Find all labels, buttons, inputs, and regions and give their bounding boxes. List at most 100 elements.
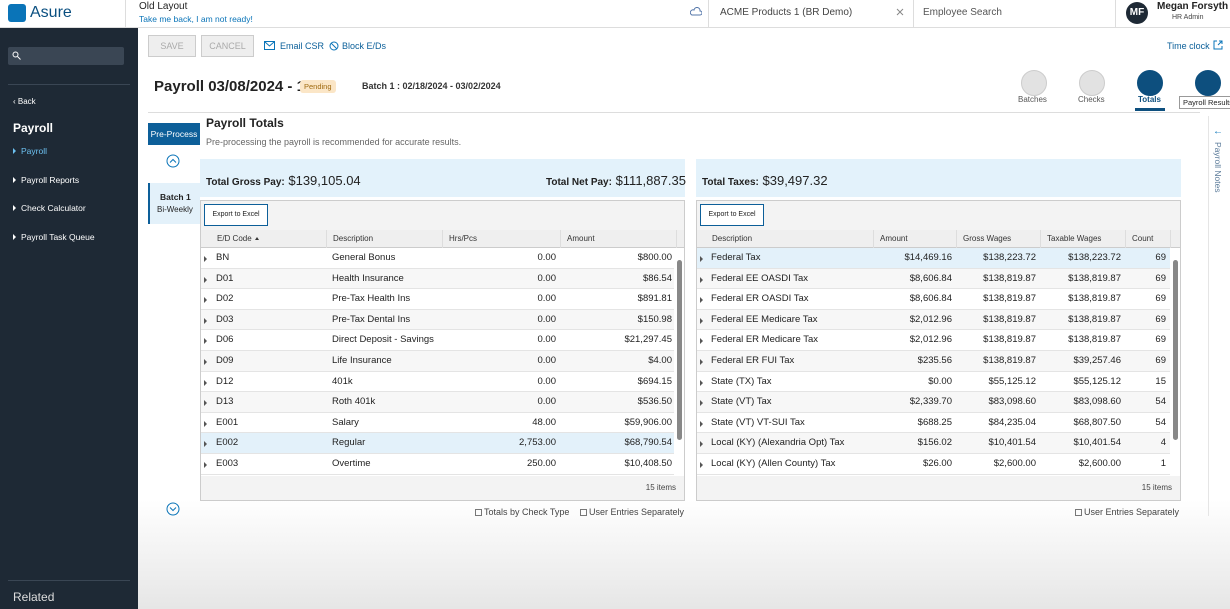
column-header[interactable]: Amount — [561, 230, 677, 248]
clear-icon[interactable] — [896, 8, 904, 16]
column-header[interactable]: Taxable Wages — [1041, 230, 1126, 248]
expander[interactable] — [700, 317, 703, 324]
table-row[interactable]: D03 Pre-Tax Dental Ins 0.00 $150.98 — [201, 309, 674, 331]
table-row[interactable]: Federal EE OASDI Tax $8,606.84 $138,819.87… — [697, 268, 1170, 290]
table-row[interactable]: Federal ER FUI Tax $235.56 $138,819.87 $39,… — [697, 351, 1170, 372]
expander[interactable] — [204, 379, 207, 386]
chevron — [13, 148, 16, 154]
table-row[interactable]: D06 Direct Deposit - Savings 0.00 $21,297.4… — [201, 330, 674, 351]
column-header[interactable]: E/D Code — [211, 230, 327, 248]
table-row[interactable]: Local (KY) (Alexandria Opt) Tax $156.02 $1… — [697, 433, 1170, 454]
expander[interactable] — [204, 400, 207, 407]
back-text: Back — [17, 97, 36, 106]
expander[interactable] — [700, 297, 703, 304]
table-row[interactable]: E003 Overtime 250.00 $10,408.50 — [201, 454, 674, 475]
take-back-link[interactable]: Take me back, I am not ready! — [139, 14, 253, 24]
nav-item[interactable]: Payroll Reports — [13, 175, 79, 185]
expander[interactable] — [700, 276, 703, 283]
avatar[interactable]: MF — [1126, 2, 1148, 24]
option[interactable]: User Entries Separately — [1075, 507, 1179, 517]
nav-item[interactable]: Payroll Task Queue — [13, 232, 95, 242]
expander[interactable] — [204, 441, 207, 448]
cancel-button[interactable]: CANCEL — [201, 35, 254, 57]
cell: 1 — [1160, 458, 1166, 469]
time-clock[interactable]: Time clock — [1167, 41, 1210, 51]
column-header[interactable]: Description — [706, 230, 874, 248]
expander[interactable] — [204, 256, 207, 262]
table-row[interactable]: D02 Pre-Tax Health Ins 0.00 $891.81 — [201, 289, 674, 310]
table-row[interactable]: State (TX) Tax $0.00 $55,125.12 $55,125.12 1… — [697, 371, 1170, 393]
column-header[interactable]: Gross Wages — [957, 230, 1041, 248]
tab-label[interactable]: Batches — [1018, 95, 1047, 104]
checkbox[interactable] — [475, 509, 482, 516]
expander[interactable] — [204, 317, 207, 324]
expander[interactable] — [700, 462, 703, 468]
table-row[interactable]: State (VT) VT-SUI Tax $688.25 $84,235.04 $6… — [697, 412, 1170, 434]
column-header[interactable]: Hrs/Pcs — [443, 230, 561, 248]
notes-panel[interactable] — [1208, 116, 1230, 516]
totals-tab-icon[interactable] — [1137, 70, 1163, 96]
related[interactable]: Related — [13, 590, 55, 604]
expander[interactable] — [204, 462, 207, 468]
expander[interactable] — [204, 359, 207, 365]
cell: 54 — [1155, 396, 1166, 408]
nav-item[interactable]: Payroll — [13, 146, 47, 156]
table-row[interactable]: D12 401k 0.00 $694.15 — [201, 371, 674, 393]
expander[interactable] — [204, 276, 207, 283]
expander[interactable] — [204, 338, 207, 345]
column-header[interactable]: Count — [1126, 230, 1171, 248]
table-row[interactable]: Federal EE Medicare Tax $2,012.96 $138,819… — [697, 309, 1170, 331]
back-link[interactable]: ‹ Back — [13, 97, 36, 106]
expand-down[interactable] — [166, 502, 180, 516]
checks-tab-icon[interactable] — [1079, 70, 1105, 96]
table-row[interactable]: E002 Regular 2,753.00 $68,790.54 — [201, 433, 674, 454]
block-eds[interactable]: Block E/Ds — [342, 41, 387, 51]
payroll-notes[interactable]: Payroll Notes — [1213, 142, 1223, 193]
table-row[interactable]: BN General Bonus 0.00 $800.00 — [201, 248, 674, 269]
sidebar: ‹ Back Payroll Payroll Payroll Reports Che… — [0, 28, 138, 609]
collapse-up[interactable] — [166, 154, 180, 168]
table-row[interactable]: E001 Salary 48.00 $59,906.00 — [201, 412, 674, 434]
divider — [8, 84, 130, 85]
cell: Overtime — [332, 458, 371, 469]
batch-card[interactable] — [148, 183, 200, 224]
export-button[interactable]: Export to Excel — [204, 204, 268, 226]
option[interactable]: Totals by Check Type — [475, 507, 569, 517]
cell: $8,606.84 — [909, 293, 952, 305]
expander[interactable] — [700, 441, 703, 448]
nav-item[interactable]: Check Calculator — [13, 203, 86, 213]
expander[interactable] — [204, 420, 207, 427]
checkbox[interactable] — [580, 509, 587, 516]
email-csr[interactable]: Email CSR — [280, 41, 325, 51]
tab-label[interactable]: Checks — [1078, 95, 1105, 104]
expander[interactable] — [700, 256, 703, 262]
table-row[interactable]: State (VT) Tax $2,339.70 $83,098.60 $83,098… — [697, 392, 1170, 413]
checkbox[interactable] — [1075, 509, 1082, 516]
option[interactable]: User Entries Separately — [580, 507, 684, 517]
tab-label[interactable]: Totals — [1138, 95, 1161, 104]
table-row[interactable]: Federal ER OASDI Tax $8,606.84 $138,819.87… — [697, 289, 1170, 310]
batches-tab-icon[interactable] — [1021, 70, 1047, 96]
column-header[interactable]: Description — [327, 230, 443, 248]
expander[interactable] — [700, 420, 703, 427]
employee-search[interactable]: Employee Search — [923, 7, 1002, 18]
table-row[interactable]: D09 Life Insurance 0.00 $4.00 — [201, 351, 674, 372]
results-tab-icon[interactable] — [1195, 70, 1221, 96]
table-row[interactable]: Local (KY) (Allen County) Tax $26.00 $2,60… — [697, 454, 1170, 475]
pre-process-button[interactable]: Pre-Process — [148, 123, 200, 145]
table-row[interactable]: Federal ER Medicare Tax $2,012.96 $138,819… — [697, 330, 1170, 351]
table-row[interactable]: D13 Roth 401k 0.00 $536.50 — [201, 392, 674, 413]
expander[interactable] — [700, 379, 703, 386]
column-header[interactable]: Amount — [874, 230, 957, 248]
table-row[interactable]: Federal Tax $14,469.16 $138,223.72 $138,223… — [697, 248, 1170, 269]
expander[interactable] — [700, 359, 703, 365]
save-button[interactable]: SAVE — [148, 35, 196, 57]
company-select[interactable]: ACME Products 1 (BR Demo) — [720, 7, 853, 18]
expander[interactable] — [204, 297, 207, 304]
sidebar-search[interactable] — [8, 47, 124, 65]
table-row[interactable]: D01 Health Insurance 0.00 $86.54 — [201, 268, 674, 290]
expander[interactable] — [700, 338, 703, 345]
notes-arrow[interactable]: ← — [1213, 126, 1223, 137]
export-button[interactable]: Export to Excel — [700, 204, 764, 226]
expander[interactable] — [700, 400, 703, 407]
